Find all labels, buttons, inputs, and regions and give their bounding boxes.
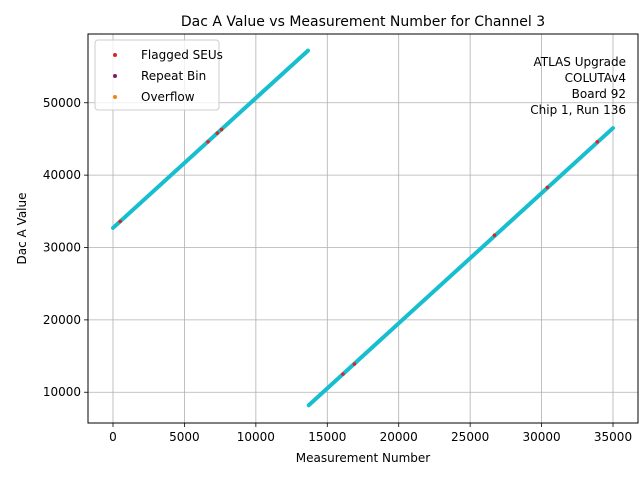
x-axis-label: Measurement Number xyxy=(296,451,430,465)
annotation-line: COLUTAv4 xyxy=(565,71,626,85)
flagged-seu-point xyxy=(341,372,345,376)
annotation-box: ATLAS Upgrade COLUTAv4 Board 92 Chip 1, Run… xyxy=(530,55,626,117)
x-tick-label: 15000 xyxy=(308,430,346,444)
x-tick-label: 25000 xyxy=(451,430,489,444)
annotation-line: Chip 1, Run 136 xyxy=(530,103,626,117)
x-tick-label: 20000 xyxy=(380,430,418,444)
data-band xyxy=(306,126,615,408)
x-tick-label: 5000 xyxy=(169,430,200,444)
x-tick-label: 10000 xyxy=(237,430,275,444)
data-band xyxy=(111,48,310,230)
flagged-seu-point xyxy=(215,131,220,135)
y-tick-label: 40000 xyxy=(43,168,81,182)
y-tick-label: 50000 xyxy=(43,96,81,110)
plot-frame xyxy=(87,33,639,424)
axis-ticks: 0 5000 10000 15000 20000 25000 30000 35000 10000… xyxy=(43,96,632,444)
legend-label: Flagged SEUs xyxy=(141,48,223,62)
x-tick-label: 0 xyxy=(109,430,117,444)
chart-title: Dac A Value vs Measurement Number for Ch… xyxy=(181,14,545,30)
y-tick-label: 30000 xyxy=(43,240,81,254)
legend-label: Repeat Bin xyxy=(141,69,206,83)
flagged-seu-point xyxy=(492,233,497,237)
flagged-seu-point xyxy=(595,140,600,144)
flagged-seu-point xyxy=(206,140,210,144)
flagged-seu-point xyxy=(545,185,550,190)
y-axis-label: Dac A Value xyxy=(15,193,29,265)
flagged-seu-point xyxy=(352,362,357,366)
legend-frame xyxy=(94,39,220,111)
flagged-seu-point xyxy=(219,127,224,132)
annotation-line: ATLAS Upgrade xyxy=(533,55,626,69)
legend-marker xyxy=(113,95,117,99)
plot-data xyxy=(111,48,615,408)
flagged-seu-point xyxy=(118,219,122,224)
y-tick-label: 20000 xyxy=(43,313,81,327)
annotation-line: Board 92 xyxy=(572,87,626,101)
legend-marker xyxy=(113,53,117,57)
legend-label: Overflow xyxy=(141,90,195,104)
x-tick-label: 30000 xyxy=(522,430,560,444)
x-tick-label: 35000 xyxy=(594,430,632,444)
y-tick-label: 10000 xyxy=(43,385,81,399)
legend: Flagged SEUs Repeat Bin Overflow xyxy=(94,39,223,111)
legend-marker xyxy=(113,74,117,78)
